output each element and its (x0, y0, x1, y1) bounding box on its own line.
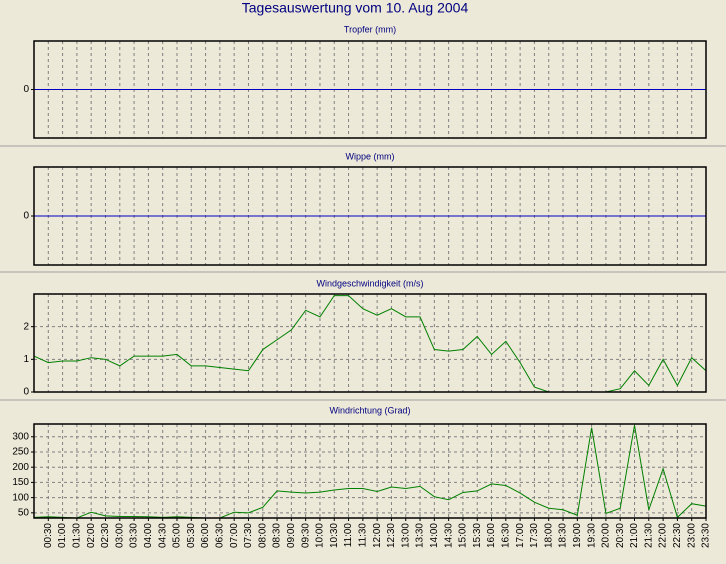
y-tick-label: 200 (12, 462, 29, 473)
x-tick-label: 14:30 (443, 523, 454, 548)
y-tick-label: 2 (23, 321, 29, 332)
x-tick-label: 12:00 (372, 523, 383, 548)
x-tick-label: 10:30 (329, 523, 340, 548)
plot-border (33, 40, 707, 139)
y-tick-label: 1 (23, 354, 29, 365)
x-tick-label: 20:30 (615, 523, 626, 548)
x-tick-label: 05:30 (186, 523, 197, 548)
x-tick-label: 17:00 (515, 523, 526, 548)
x-tick-label: 22:30 (672, 523, 683, 548)
x-tick-label: 17:30 (529, 523, 540, 548)
x-tick-label: 01:30 (72, 523, 83, 548)
x-tick-label: 09:30 (300, 523, 311, 548)
x-tick-label: 11:30 (357, 523, 368, 548)
x-tick-label: 08:30 (272, 523, 283, 548)
x-tick-label: 02:00 (86, 523, 97, 548)
x-tick-label: 07:30 (243, 523, 254, 548)
panel-title: Tropfer (mm) (344, 24, 396, 34)
x-tick-label: 01:00 (57, 523, 68, 548)
x-tick-label: 00:30 (43, 523, 54, 548)
y-tick-label: 150 (12, 477, 29, 488)
x-tick-label: 03:30 (129, 523, 140, 548)
x-tick-label: 09:00 (286, 523, 297, 548)
x-tick-label: 05:00 (172, 523, 183, 548)
panel-title: Wippe (mm) (346, 151, 395, 161)
x-tick-label: 19:00 (572, 523, 583, 548)
x-tick-label: 19:30 (586, 523, 597, 548)
x-tick-label: 13:30 (415, 523, 426, 548)
y-tick-label: 100 (12, 492, 29, 503)
x-tick-label: 16:00 (486, 523, 497, 548)
x-tick-label: 15:30 (472, 523, 483, 548)
y-tick-label: 300 (12, 431, 29, 442)
x-tick-label: 15:00 (458, 523, 469, 548)
x-tick-label: 04:00 (143, 523, 154, 548)
panel-title: Windgeschwindigkeit (m/s) (316, 278, 423, 288)
data-line (33, 425, 707, 519)
x-tick-label: 21:00 (629, 523, 640, 548)
x-tick-label: 14:00 (429, 523, 440, 548)
y-tick-label: 250 (12, 447, 29, 458)
x-tick-label: 23:30 (701, 523, 712, 548)
x-tick-label: 13:00 (400, 523, 411, 548)
x-tick-label: 22:00 (658, 523, 669, 548)
x-tick-label: 23:00 (686, 523, 697, 548)
x-tick-label: 06:00 (200, 523, 211, 548)
x-tick-label: 11:00 (343, 523, 354, 548)
x-tick-label: 03:00 (114, 523, 125, 548)
main-title: Tagesauswertung vom 10. Aug 2004 (242, 0, 469, 16)
plot-border (33, 293, 707, 393)
panel-title: Windrichtung (Grad) (329, 405, 410, 415)
plot-area (34, 424, 706, 518)
x-tick-label: 10:00 (315, 523, 326, 548)
x-tick-label: 12:30 (386, 523, 397, 548)
y-tick-label: 0 (23, 387, 29, 398)
y-tick-label: 0 (23, 211, 29, 222)
x-tick-label: 18:00 (543, 523, 554, 548)
x-tick-label: 16:30 (500, 523, 511, 548)
x-tick-label: 02:30 (100, 523, 111, 548)
x-tick-label: 20:00 (601, 523, 612, 548)
x-tick-label: 08:00 (257, 523, 268, 548)
plot-border (33, 423, 707, 519)
x-tick-label: 06:30 (215, 523, 226, 548)
x-tick-label: 07:00 (229, 523, 240, 548)
x-tick-label: 21:30 (643, 523, 654, 548)
plot-area (34, 294, 706, 392)
plot-border (33, 166, 707, 266)
y-tick-label: 50 (18, 507, 30, 518)
y-tick-label: 0 (23, 84, 29, 95)
x-tick-label: 04:30 (157, 523, 168, 548)
x-tick-label: 18:30 (558, 523, 569, 548)
